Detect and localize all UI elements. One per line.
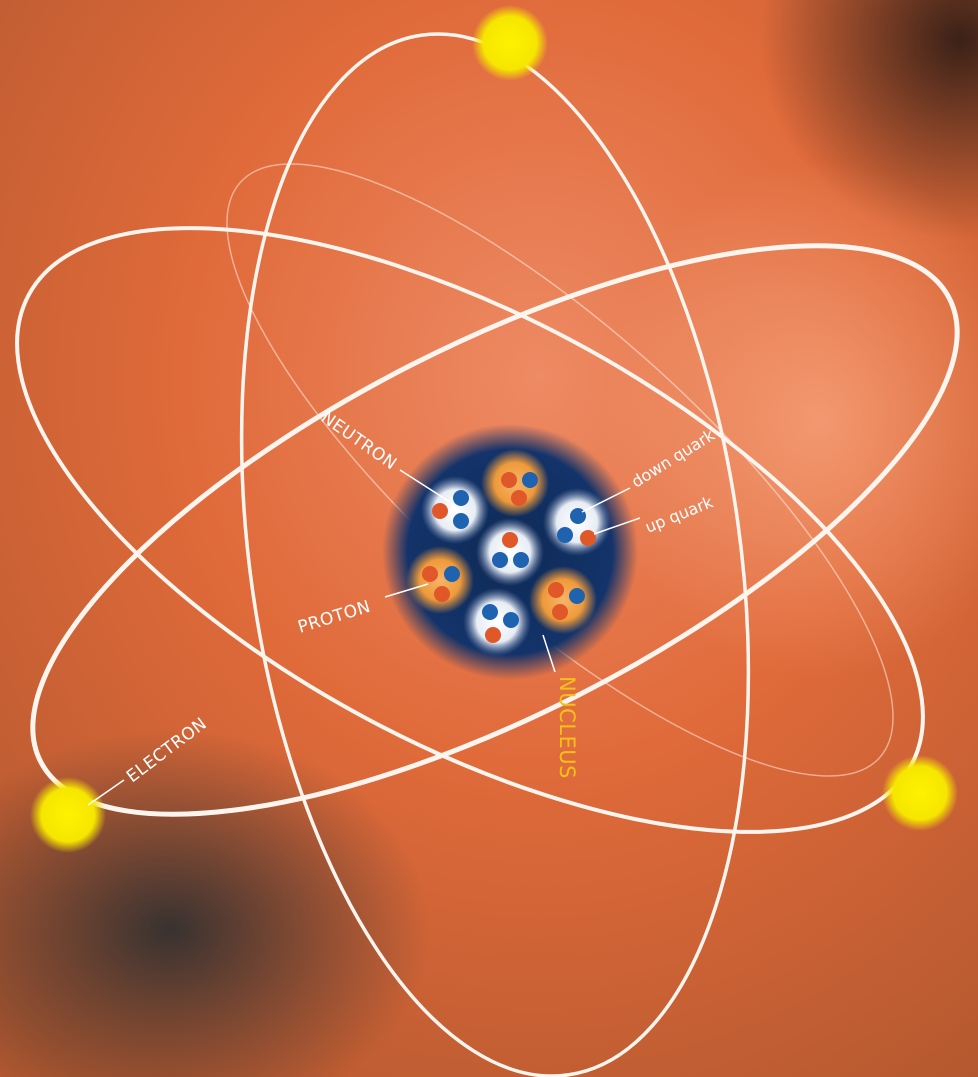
proton: [529, 566, 597, 634]
neutron: [476, 518, 544, 586]
orbit: [239, 32, 751, 1077]
neutron: [421, 476, 489, 544]
neutron: [463, 588, 531, 656]
shadow: [0, 730, 430, 1077]
leaders: [87, 469, 641, 806]
orbit: [30, 243, 960, 817]
highlight: [600, 160, 978, 680]
proton: [406, 546, 474, 614]
electron: [30, 777, 106, 853]
shadow: [760, 0, 978, 240]
electron: [472, 5, 548, 81]
nucleus-label: NUCLEUS: [555, 676, 579, 779]
electron: [882, 755, 958, 831]
